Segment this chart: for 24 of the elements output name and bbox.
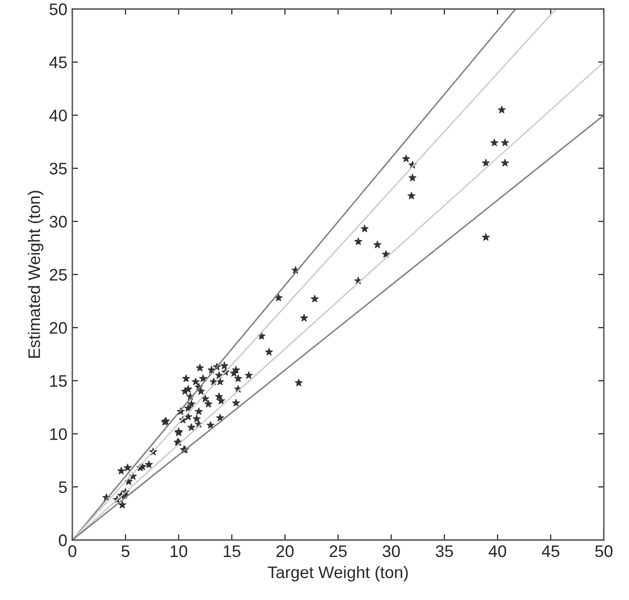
x-tick-label: 20 bbox=[276, 545, 294, 558]
x-tick-label: 30 bbox=[382, 545, 400, 558]
y-tick-label: 30 bbox=[50, 216, 67, 228]
y-tick-label: 0 bbox=[58, 534, 67, 546]
y-tick-label: 40 bbox=[49, 110, 67, 122]
x-axis-title: Target Weight (ton) bbox=[268, 566, 408, 582]
y-tick-label: 5 bbox=[58, 481, 67, 494]
y-tick-label: 10 bbox=[50, 428, 67, 440]
x-tick-label: 15 bbox=[224, 545, 240, 558]
x-tick-label: 25 bbox=[330, 545, 347, 558]
x-tick-label: 35 bbox=[436, 545, 453, 558]
x-tick-label: 5 bbox=[122, 545, 130, 558]
y-tick-label: 35 bbox=[50, 162, 67, 175]
y-axis-title: Estimated Weight (ton) bbox=[28, 190, 44, 358]
x-tick-label: 50 bbox=[595, 545, 612, 558]
x-tick-label: 40 bbox=[488, 545, 506, 558]
x-tick-label: 0 bbox=[68, 545, 76, 558]
y-tick-label: 25 bbox=[50, 268, 67, 281]
y-tick-label: 15 bbox=[50, 375, 67, 387]
y-tick-label: 45 bbox=[49, 56, 67, 68]
x-tick-label: 10 bbox=[170, 545, 188, 558]
x-tick-label: 45 bbox=[542, 545, 560, 558]
y-tick-label: 20 bbox=[50, 322, 67, 334]
y-tick-label: 50 bbox=[50, 3, 67, 16]
